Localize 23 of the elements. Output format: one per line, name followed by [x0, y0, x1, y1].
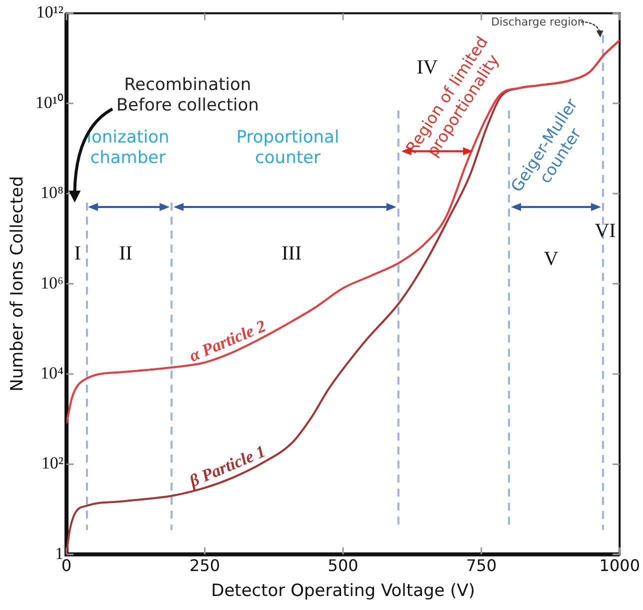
annotation: Discharge region [491, 15, 584, 28]
x-tick-label: 750 [466, 556, 497, 576]
y-axis-title: Number of Ions Collected [8, 176, 28, 392]
x-tick-label: 0 [61, 556, 72, 576]
annotation: II [119, 242, 132, 264]
annotation: VI [594, 220, 616, 242]
y-tick-label: 10⁶ [40, 273, 64, 292]
y-tick-label: 10⁸ [40, 183, 64, 202]
annotation: Proportional counter [236, 128, 340, 168]
annotation: V [544, 248, 559, 270]
x-axis-title: Detector Operating Voltage (V) [211, 581, 476, 602]
y-tick-label: 1 [54, 544, 64, 563]
y-tick-label: 10¹⁰ [35, 92, 64, 112]
y-tick-label: 10¹² [36, 2, 64, 22]
annotation: I [74, 242, 81, 264]
x-tick-label: 250 [190, 556, 220, 576]
y-tick-label: 10⁴ [40, 363, 64, 382]
annotation: Ionization chamber [86, 128, 170, 168]
x-tick-label: 500 [328, 556, 358, 576]
y-tick-label: 10² [41, 454, 64, 473]
x-tick-label: 1000 [599, 556, 640, 576]
annotation: Recombination Before collection [116, 75, 259, 116]
annotation: III [282, 242, 302, 264]
